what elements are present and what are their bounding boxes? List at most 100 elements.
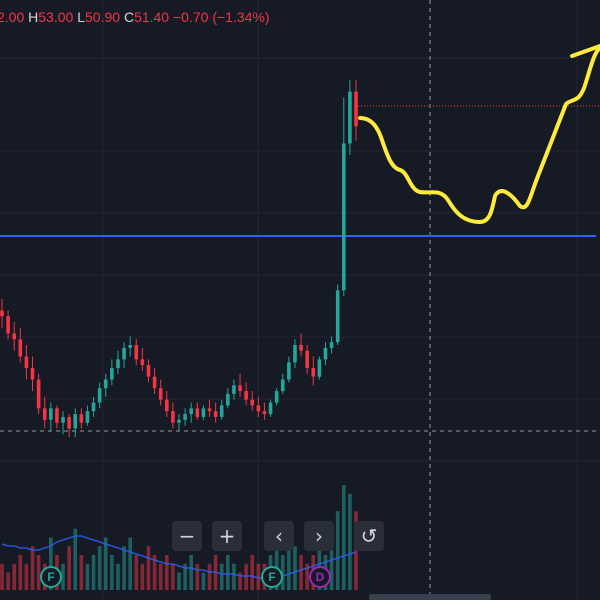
chart-navigation-toolbar: − + ‹ › ↺ xyxy=(0,521,600,553)
volume-bar xyxy=(287,537,291,590)
candle-body xyxy=(128,345,132,348)
volume-bar xyxy=(335,511,340,590)
earnings-event-marker[interactable]: F xyxy=(40,566,62,588)
scroll-left-button[interactable]: ‹ xyxy=(264,521,294,551)
ohlc-close-label: C xyxy=(123,9,135,25)
volume-bar xyxy=(49,537,53,590)
candle-body xyxy=(348,91,352,144)
candle-body xyxy=(250,399,255,406)
volume-bar xyxy=(305,563,309,590)
volume-bar xyxy=(250,555,255,590)
volume-bar xyxy=(12,563,17,590)
candle-body xyxy=(195,408,200,417)
ohlc-low-label: L xyxy=(77,9,85,25)
volume-bar xyxy=(219,563,224,590)
volume-bar xyxy=(232,563,236,590)
candle-body xyxy=(6,316,10,334)
candle-body xyxy=(0,310,4,317)
time-scale-scrollbar[interactable] xyxy=(369,594,491,600)
volume-bar xyxy=(0,563,4,590)
candle-body xyxy=(293,345,297,363)
candle-body xyxy=(183,414,187,420)
candle-body xyxy=(36,379,41,409)
candle-body xyxy=(219,405,224,417)
candle-body xyxy=(171,411,175,423)
candle-body xyxy=(274,391,279,403)
volume-bar xyxy=(329,537,334,590)
candle-body xyxy=(146,365,151,377)
candle-body xyxy=(305,350,309,369)
candle-body xyxy=(73,414,78,429)
volume-bar xyxy=(189,555,194,590)
volume-bar xyxy=(280,555,285,590)
volume-bar xyxy=(24,563,29,590)
ohlc-high-label: H xyxy=(28,9,39,25)
candle-body xyxy=(79,414,84,423)
volume-bar xyxy=(30,546,35,590)
candle-body xyxy=(341,143,346,291)
volume-bar xyxy=(195,563,200,590)
candle-body xyxy=(61,416,65,423)
earnings-event-marker[interactable]: F xyxy=(261,566,283,588)
scroll-right-button[interactable]: › xyxy=(304,521,334,551)
candle-body xyxy=(201,408,206,417)
candle-body xyxy=(299,345,303,351)
candle-body xyxy=(268,402,273,415)
volume-bar xyxy=(183,563,187,590)
candle-body xyxy=(262,411,267,415)
volume-bar xyxy=(140,563,145,590)
candle-body xyxy=(12,333,17,340)
candlesticks xyxy=(0,80,358,438)
volume-bar xyxy=(171,563,175,590)
candle-body xyxy=(256,405,261,412)
candle-body xyxy=(213,411,218,417)
candle-body xyxy=(85,411,90,423)
candle-body xyxy=(177,419,181,423)
volume-bar xyxy=(110,555,114,590)
freehand-drawing[interactable] xyxy=(358,46,600,224)
candle-body xyxy=(287,362,291,380)
volume-bar xyxy=(177,572,181,590)
candle-body xyxy=(55,408,59,423)
volume-bar xyxy=(134,555,139,590)
candle-body xyxy=(30,368,35,380)
volume-bar xyxy=(164,555,169,590)
volume-bar xyxy=(85,563,90,590)
candle-body xyxy=(49,408,53,420)
candle-body xyxy=(329,342,334,348)
freehand-drawing-tail[interactable] xyxy=(570,44,600,58)
candle-body xyxy=(122,347,126,360)
volume-bar xyxy=(158,563,163,590)
zoom-out-button[interactable]: − xyxy=(172,521,202,551)
candle-body xyxy=(189,408,194,415)
candle-body xyxy=(140,359,145,366)
candle-body xyxy=(280,379,285,392)
candle-body xyxy=(110,368,114,380)
candle-body xyxy=(158,388,163,400)
candle-body xyxy=(24,356,29,369)
ohlc-close-value: 51.40 xyxy=(134,9,170,25)
volume-bar xyxy=(79,555,84,590)
dividend-event-marker[interactable]: D xyxy=(309,566,331,588)
candle-body xyxy=(42,408,47,420)
candle-body xyxy=(91,402,96,412)
volume-bar xyxy=(256,563,261,590)
volume-bar xyxy=(299,555,303,590)
volume-bar xyxy=(116,563,120,590)
volume-bar xyxy=(207,563,212,590)
candle-body xyxy=(311,368,316,377)
candle-body xyxy=(164,399,169,412)
volume-bar xyxy=(201,572,206,590)
volume-bar xyxy=(128,537,132,590)
volume-bar xyxy=(6,572,10,590)
volume-bar xyxy=(226,555,230,590)
reset-chart-button[interactable]: ↺ xyxy=(354,521,384,551)
candle-body xyxy=(354,91,358,127)
volume-bar xyxy=(341,485,346,590)
candle-body xyxy=(67,416,71,429)
zoom-in-button[interactable]: + xyxy=(212,521,242,551)
volume-bar xyxy=(146,546,151,590)
